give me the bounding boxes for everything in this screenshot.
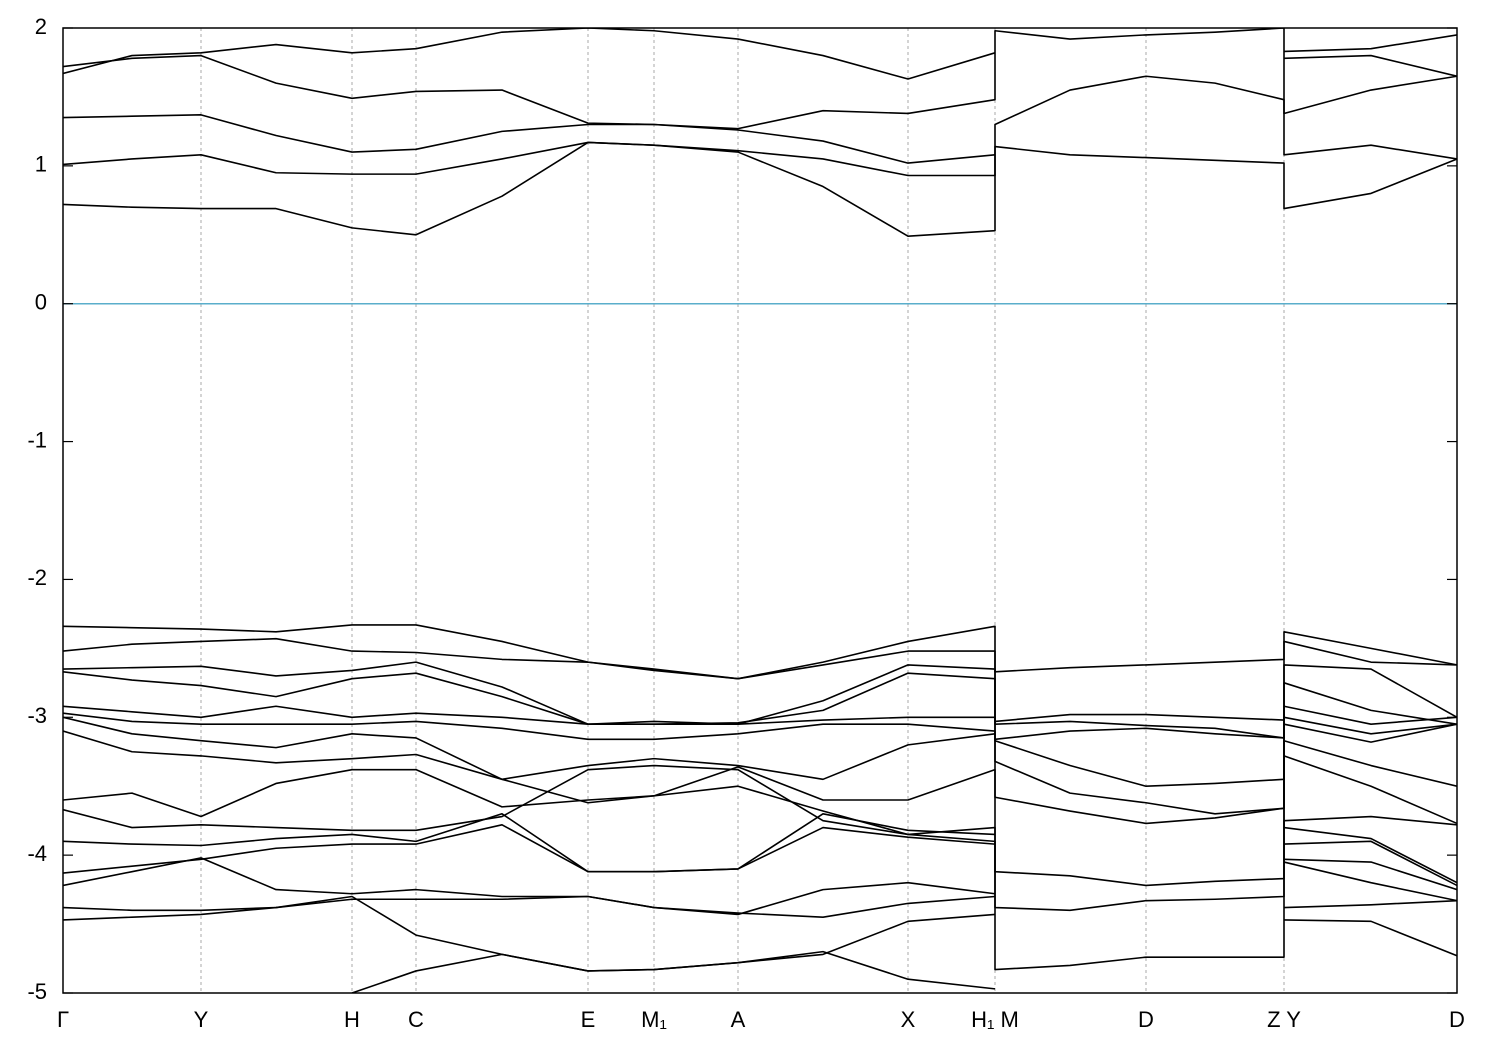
band-line: [63, 857, 1457, 916]
band-line: [63, 712, 1457, 815]
band-line: [63, 730, 1457, 887]
y-tick-label: -5: [27, 979, 47, 1004]
band-line: [63, 824, 1457, 887]
band-line: [63, 54, 1457, 164]
band-line: [63, 764, 1457, 971]
y-tick-label: -1: [27, 427, 47, 452]
grid-layer: [200, 28, 1285, 993]
x-tick-label: D: [1449, 1007, 1465, 1032]
x-tick-label: H₁ M: [971, 1007, 1019, 1032]
y-tick-label: -4: [27, 841, 47, 866]
band-line: [63, 755, 1457, 912]
band-line: [63, 812, 1457, 884]
band-line: [63, 28, 1457, 80]
band-line: [63, 705, 1457, 788]
x-tick-label: C: [408, 1007, 424, 1032]
band-line: [63, 670, 1457, 741]
band-line: [63, 716, 1457, 825]
band-line: [63, 637, 1457, 723]
x-tick-label: M₁: [641, 1007, 667, 1032]
y-tick-label: 0: [35, 290, 47, 315]
band-line: [351, 919, 1457, 993]
band-line: [63, 75, 1457, 177]
x-tick-label: A: [731, 1007, 746, 1032]
x-tick-label: Γ: [57, 1007, 69, 1032]
band-line: [63, 141, 1457, 237]
x-tick-label: X: [901, 1007, 916, 1032]
plot-frame: [62, 27, 1458, 994]
ticks-layer: -5 -4 -3 -2 -1 0 1 2 Γ Y H C E M₁ A X H₁ M D Z Y D: [27, 14, 1465, 1032]
y-tick-label: -2: [27, 565, 47, 590]
band-line: [63, 861, 1457, 918]
x-tick-label: Y: [194, 1007, 209, 1032]
y-tick-label: 2: [35, 14, 47, 39]
x-tick-label: E: [581, 1007, 596, 1032]
band-line: [63, 661, 1457, 739]
x-tick-label: D: [1138, 1007, 1154, 1032]
x-tick-label: H: [344, 1007, 360, 1032]
y-tick-label: 1: [35, 152, 47, 177]
x-tick-label: Z Y: [1267, 1007, 1301, 1032]
bands-layer: [63, 28, 1457, 993]
y-tick-label: -3: [27, 703, 47, 728]
band-line: [63, 28, 1457, 153]
band-line: [63, 624, 1457, 680]
